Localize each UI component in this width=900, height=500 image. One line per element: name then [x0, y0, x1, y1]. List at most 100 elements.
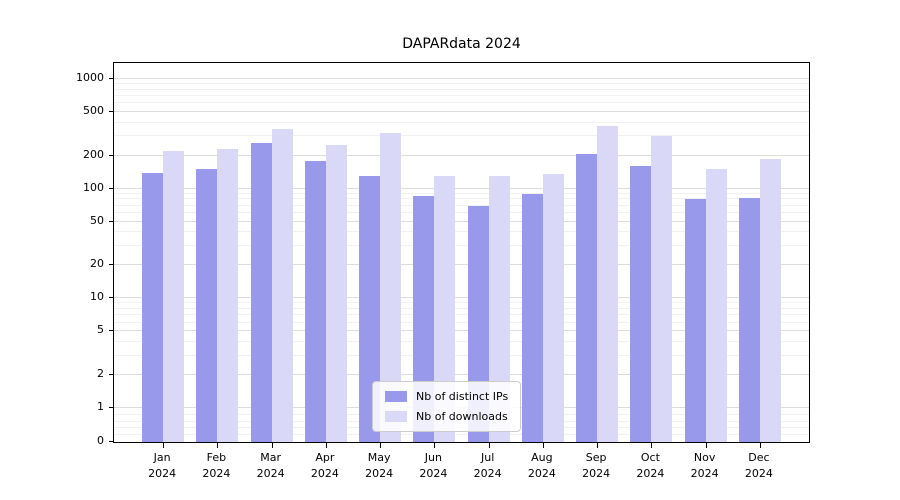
x-tick-label: May 2024	[365, 451, 394, 480]
y-tick-mark	[109, 297, 114, 299]
minor-gridline	[114, 102, 809, 104]
bar	[163, 151, 185, 442]
x-tick-label: Apr 2024	[310, 451, 339, 480]
x-tick-label: Aug 2024	[527, 451, 556, 480]
minor-gridline	[114, 340, 809, 342]
x-tick-mark	[163, 443, 165, 448]
legend-swatch-distinct-ips	[385, 391, 407, 402]
y-tick-mark	[109, 406, 114, 408]
x-tick-label: Jun 2024	[419, 451, 448, 480]
y-tick-label: 2	[97, 366, 104, 380]
bar	[380, 133, 402, 442]
bar	[705, 169, 727, 442]
x-tick-mark	[651, 443, 653, 448]
x-tick-mark	[542, 443, 544, 448]
x-tick-mark	[271, 443, 273, 448]
major-gridline	[114, 187, 809, 189]
bar	[304, 160, 326, 442]
y-tick-mark	[109, 220, 114, 222]
y-tick-label: 0	[97, 434, 104, 447]
minor-gridline	[114, 307, 809, 309]
legend-label-downloads: Nb of downloads	[416, 410, 508, 423]
x-tick-label: Dec 2024	[744, 451, 773, 480]
minor-gridline	[114, 211, 809, 213]
x-tick-label: Feb 2024	[202, 451, 231, 480]
bar	[250, 143, 272, 442]
bar	[271, 128, 293, 442]
major-gridline	[114, 297, 809, 299]
minor-gridline	[114, 244, 809, 246]
y-tick-label: 50	[90, 213, 104, 227]
legend-label-distinct-ips: Nb of distinct IPs	[416, 390, 509, 403]
y-tick-mark	[109, 187, 114, 189]
minor-gridline	[114, 204, 809, 206]
x-tick-mark	[488, 443, 490, 448]
y-tick-mark	[109, 264, 114, 266]
chart-title: DAPARdata 2024	[402, 36, 521, 52]
minor-gridline	[114, 121, 809, 123]
bar	[521, 193, 543, 442]
bar	[434, 176, 456, 442]
x-tick-mark	[705, 443, 707, 448]
bar	[684, 199, 706, 442]
major-gridline	[114, 220, 809, 222]
y-tick-label: 20	[90, 257, 104, 271]
minor-gridline	[114, 94, 809, 96]
bar	[759, 159, 781, 442]
y-tick-label: 100	[83, 180, 104, 194]
minor-gridline	[114, 354, 809, 356]
major-gridline	[114, 154, 809, 156]
minor-gridline	[114, 135, 809, 137]
bar	[542, 174, 564, 442]
y-tick-label: 500	[83, 103, 104, 117]
bar	[630, 166, 652, 442]
y-tick-label: 10	[90, 290, 104, 304]
y-tick-label: 1000	[76, 70, 104, 84]
bar	[142, 172, 164, 442]
minor-gridline	[114, 314, 809, 316]
bar	[576, 154, 598, 442]
minor-gridline	[114, 231, 809, 233]
legend-item-downloads: Nb of downloads	[385, 410, 508, 423]
bar	[488, 176, 510, 442]
y-tick-mark	[109, 77, 114, 79]
y-tick-label: 1	[97, 399, 104, 413]
major-gridline	[114, 330, 809, 332]
minor-gridline	[114, 302, 809, 304]
bar	[413, 196, 435, 442]
y-tick-mark	[109, 154, 114, 156]
legend: Nb of distinct IPs Nb of downloads	[372, 381, 522, 432]
y-tick-mark	[109, 373, 114, 375]
minor-gridline	[114, 198, 809, 200]
plot-area: Nb of distinct IPs Nb of downloads	[109, 62, 810, 448]
legend-swatch-downloads	[385, 411, 407, 422]
legend-item-distinct-ips: Nb of distinct IPs	[385, 390, 508, 403]
x-tick-mark	[759, 443, 761, 448]
y-tick-mark	[109, 330, 114, 332]
major-gridline	[114, 110, 809, 112]
x-tick-mark	[434, 443, 436, 448]
y-tick-label: 200	[83, 147, 104, 161]
minor-gridline	[114, 82, 809, 84]
x-tick-mark	[597, 443, 599, 448]
major-gridline	[114, 264, 809, 266]
bar	[651, 136, 673, 442]
x-tick-label: Oct 2024	[636, 451, 665, 480]
x-tick-label: Nov 2024	[690, 451, 719, 480]
x-tick-label: Jan 2024	[148, 451, 177, 480]
y-tick-mark	[109, 441, 114, 442]
bar	[359, 176, 381, 442]
bar	[325, 144, 347, 442]
x-tick-label: Jul 2024	[473, 451, 502, 480]
major-gridline	[114, 373, 809, 375]
x-tick-mark	[380, 443, 382, 448]
x-tick-mark	[217, 443, 219, 448]
bar	[597, 126, 619, 442]
minor-gridline	[114, 88, 809, 90]
bar	[196, 169, 218, 442]
y-tick-label: 5	[97, 323, 104, 337]
minor-gridline	[114, 321, 809, 323]
minor-gridline	[114, 434, 809, 436]
bar	[217, 148, 239, 442]
